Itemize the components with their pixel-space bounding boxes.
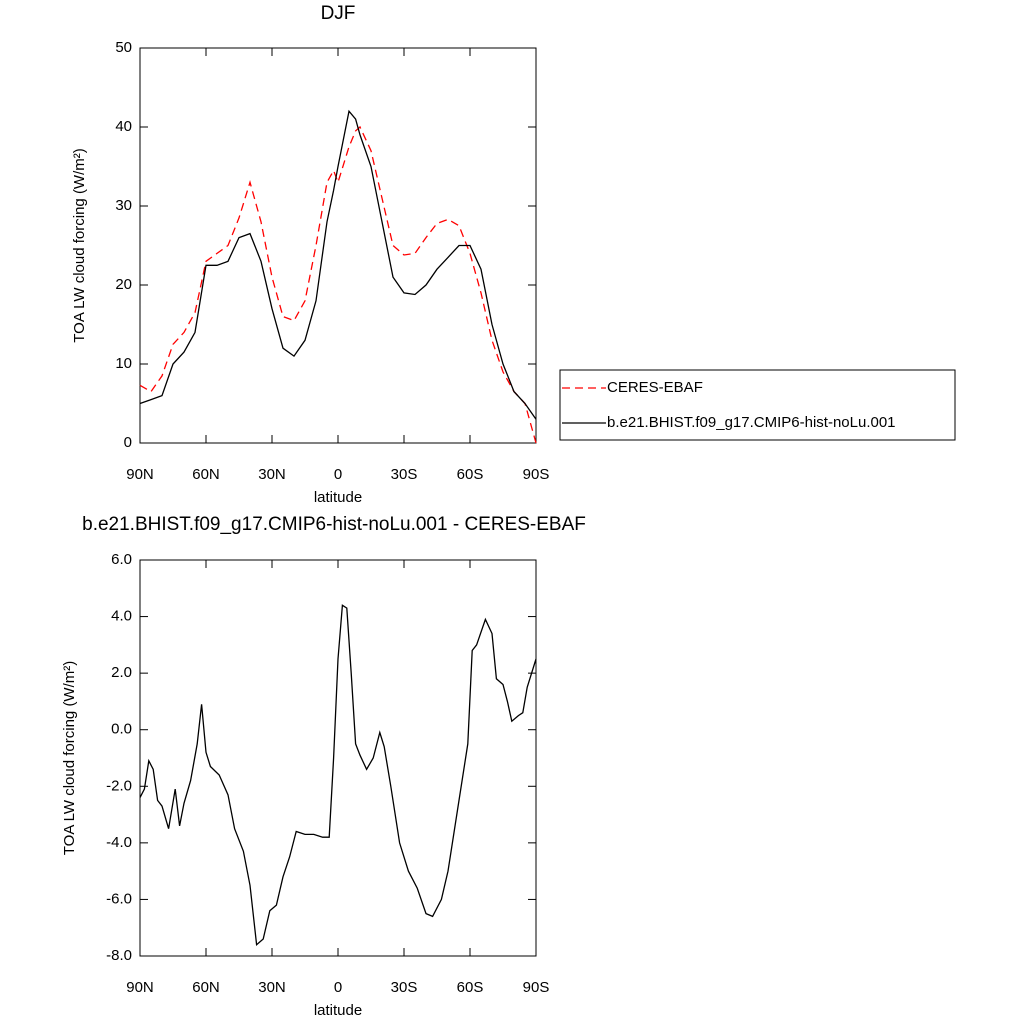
chart-title: b.e21.BHIST.f09_g17.CMIP6-hist-noLu.001 … <box>82 514 586 535</box>
x-tick-label: 30N <box>258 979 286 996</box>
x-tick-label: 0 <box>334 466 342 483</box>
x-tick-label: 60N <box>192 979 220 996</box>
legend-label: CERES-EBAF <box>607 379 703 396</box>
y-tick-label: 40 <box>115 118 132 135</box>
x-tick-label: 60S <box>457 979 484 996</box>
y-axis-label: TOA LW cloud forcing (W/m²) <box>71 148 88 342</box>
y-tick-label: -4.0 <box>106 834 132 851</box>
y-tick-label: -2.0 <box>106 777 132 794</box>
y-axis-label: TOA LW cloud forcing (W/m²) <box>61 661 78 855</box>
x-tick-label: 60S <box>457 466 484 483</box>
y-tick-label: 30 <box>115 197 132 214</box>
x-tick-label: 90N <box>126 466 154 483</box>
y-tick-label: 50 <box>115 39 132 56</box>
y-tick-label: 10 <box>115 355 132 372</box>
series-line <box>139 109 537 420</box>
y-tick-label: 2.0 <box>111 664 132 681</box>
y-tick-label: 4.0 <box>111 608 132 625</box>
series-line <box>139 125 537 444</box>
x-tick-label: 30S <box>391 979 418 996</box>
y-tick-label: -6.0 <box>106 890 132 907</box>
y-tick-label: 0 <box>124 434 132 451</box>
x-axis-label: latitude <box>314 489 362 506</box>
x-tick-label: 90N <box>126 979 154 996</box>
legend-label: b.e21.BHIST.f09_g17.CMIP6-hist-noLu.001 <box>607 414 896 431</box>
x-tick-label: 30N <box>258 466 286 483</box>
plot-frame <box>139 559 537 957</box>
x-tick-label: 60N <box>192 466 220 483</box>
y-tick-label: 0.0 <box>111 721 132 738</box>
y-tick-label: -8.0 <box>106 947 132 964</box>
plot-frame <box>139 47 537 444</box>
x-tick-label: 0 <box>334 979 342 996</box>
x-axis-label: latitude <box>314 1002 362 1019</box>
y-tick-label: 20 <box>115 276 132 293</box>
y-tick-label: 6.0 <box>111 551 132 568</box>
x-tick-label: 90S <box>523 979 550 996</box>
x-tick-label: 30S <box>391 466 418 483</box>
legend-box <box>559 369 956 441</box>
x-tick-label: 90S <box>523 466 550 483</box>
data-line <box>139 604 537 946</box>
chart-title: DJF <box>321 3 356 24</box>
